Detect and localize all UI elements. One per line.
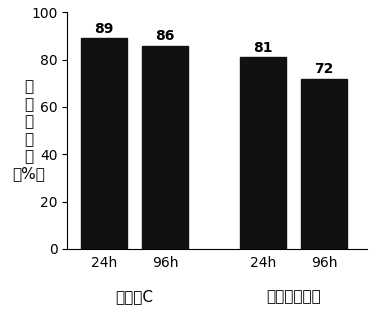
Bar (142, 46, 188, 249)
Y-axis label: 细
胞
存
活
率
（%）: 细 胞 存 活 率 （%） (12, 80, 45, 182)
Text: 81: 81 (253, 41, 273, 55)
Text: 86: 86 (156, 29, 175, 43)
Text: 保存液C: 保存液C (116, 289, 154, 304)
Text: 72: 72 (315, 62, 334, 76)
Text: 89: 89 (94, 22, 114, 36)
Bar (301, 78, 347, 249)
Bar (240, 57, 286, 249)
Text: 商品化保存液: 商品化保存液 (266, 289, 321, 304)
Bar (81, 39, 127, 249)
